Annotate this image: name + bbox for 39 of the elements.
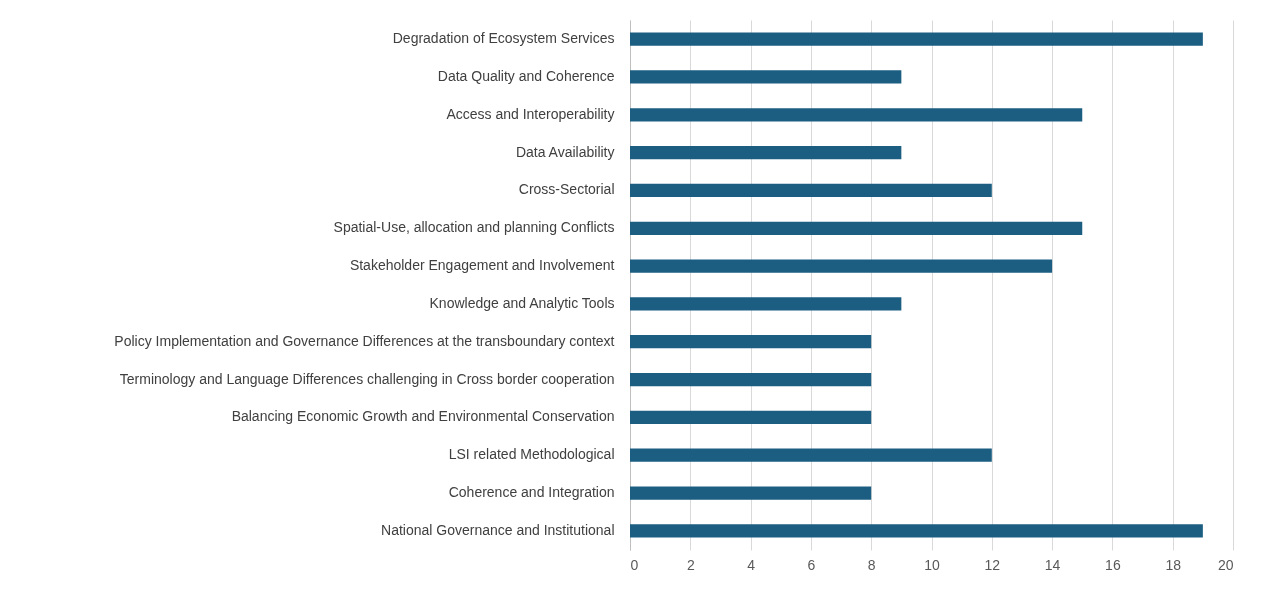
y-tick-label: Data Quality and Coherence (437, 67, 615, 84)
bar (630, 448, 992, 462)
y-tick-label: Knowledge and Analytic Tools (429, 294, 615, 311)
x-tick-label: 20 (1217, 556, 1234, 573)
bar (630, 70, 902, 84)
y-tick-label: National Governance and Institutional (381, 521, 615, 538)
x-tick-label: 18 (1165, 556, 1182, 573)
y-tick-label: Policy Implementation and Governance Differences at the transboundary context (114, 332, 615, 349)
bar (630, 259, 1053, 273)
x-tick-label: 6 (807, 556, 816, 573)
x-tick-label: 14 (1044, 556, 1061, 573)
bar (630, 183, 992, 198)
x-tick-label: 0 (630, 556, 639, 573)
bar (630, 335, 872, 349)
y-tick-label: Cross-Sectorial (518, 181, 615, 198)
y-tick-label: Degradation of Ecosystem Services (392, 30, 615, 47)
y-tick-label: Access and Interoperability (446, 105, 615, 122)
bar (630, 32, 1203, 46)
y-tick-label: Terminology and Language Differences challenging in Cross border cooperation (119, 370, 615, 387)
y-tick-label: Stakeholder Engagement and Involvement (349, 257, 615, 274)
x-tick-label: 10 (924, 556, 940, 573)
y-tick-label: Data Availability (515, 143, 615, 160)
bar (630, 297, 902, 311)
bar (630, 524, 1203, 538)
y-tick-label: LSI related Methodological (448, 446, 615, 463)
y-tick-label: Coherence and Integration (448, 484, 615, 501)
x-tick-label: 12 (984, 556, 1001, 573)
bar (630, 486, 872, 500)
bar (630, 221, 1083, 235)
x-tick-label: 8 (867, 556, 876, 573)
bar (630, 372, 872, 387)
y-tick-label: Spatial-Use, allocation and planning Conflicts (333, 219, 615, 236)
y-tick-label: Balancing Economic Growth and Environmental Conservation (231, 408, 615, 425)
x-tick-label: 16 (1105, 556, 1121, 573)
bar (630, 410, 872, 425)
bar (630, 108, 1083, 122)
x-tick-label: 4 (747, 556, 756, 573)
x-tick-label: 2 (686, 556, 695, 573)
bar (630, 145, 902, 160)
